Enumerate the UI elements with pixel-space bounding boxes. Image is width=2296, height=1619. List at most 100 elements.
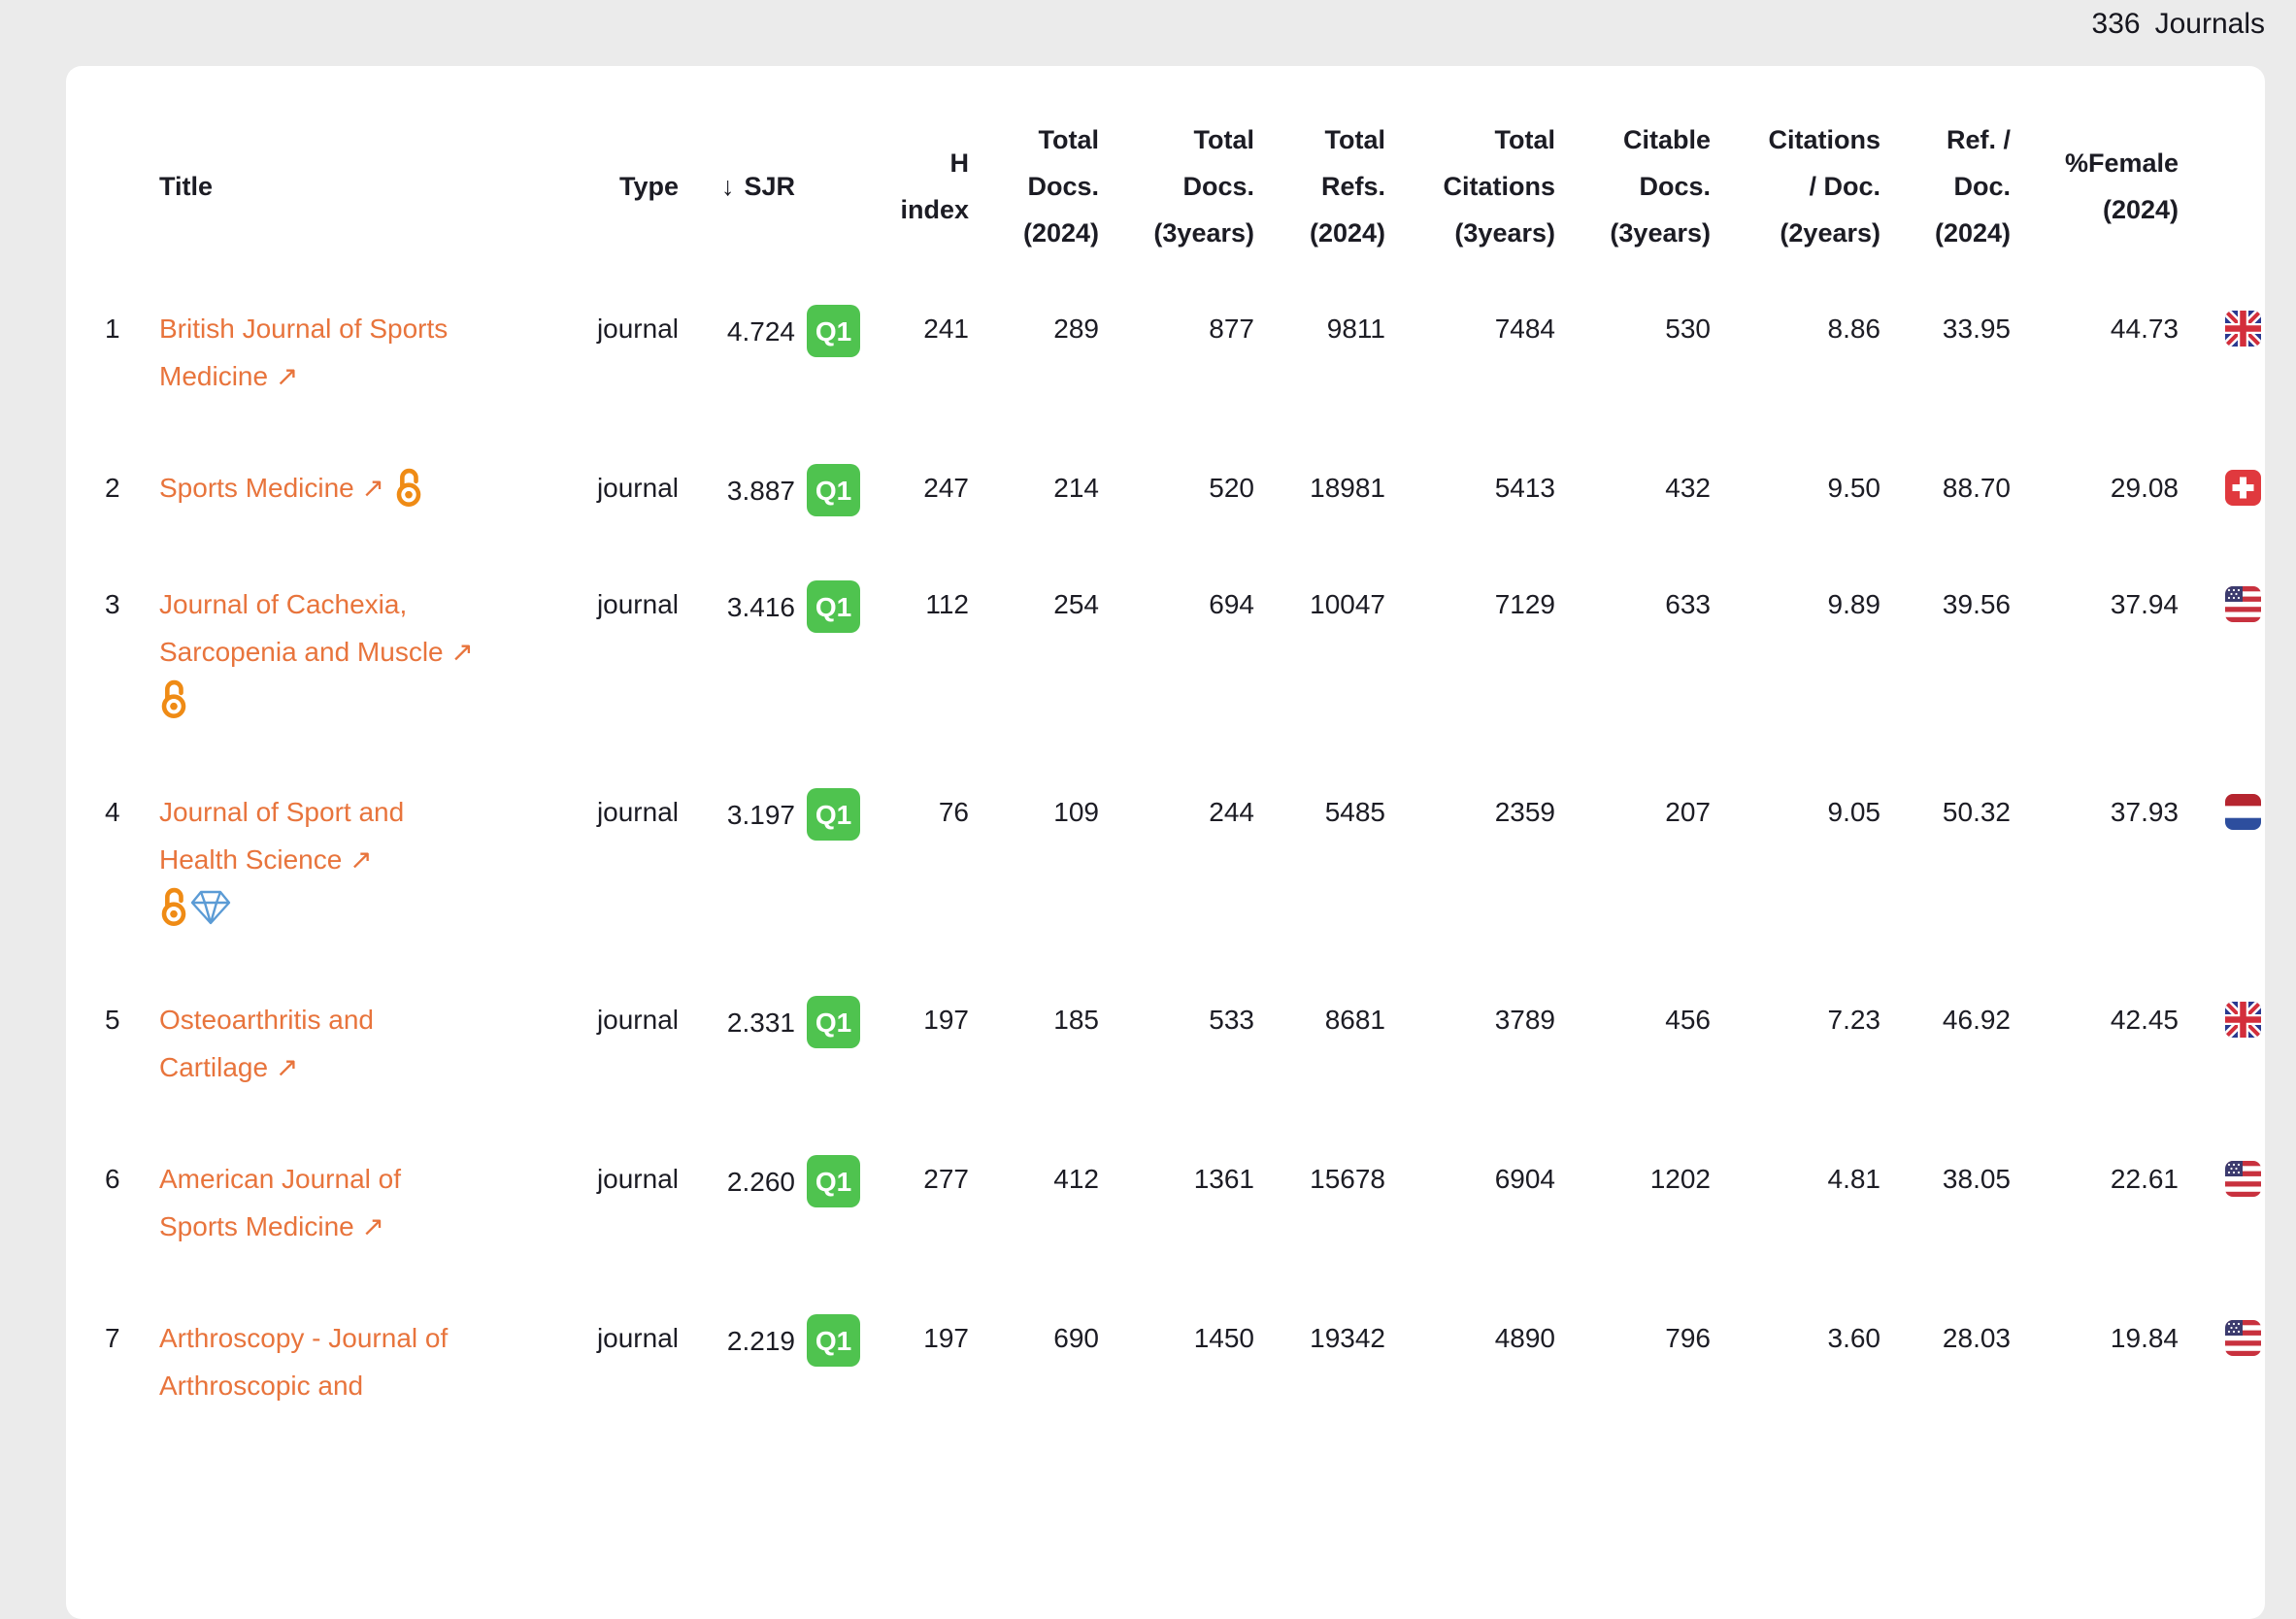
total-citations-3years-value: 7129 (1494, 589, 1555, 619)
sort-descending-icon: ↓ (720, 172, 735, 201)
quartile-badge: Q1 (807, 1155, 860, 1207)
flag-switzerland-icon (2225, 470, 2261, 506)
citable-docs-3years-value: 796 (1665, 1323, 1711, 1353)
journal-type: journal (596, 589, 679, 619)
journal-title-link[interactable]: British Journal of Sports Medicine ↗ (159, 314, 449, 391)
refs-per-doc-2024-value: 28.03 (1942, 1323, 2011, 1353)
header-citable-docs-3years[interactable]: Citable Docs. (3years) (1610, 125, 1711, 248)
sjr-value: 4.724 (726, 315, 795, 347)
header-total-refs-2024[interactable]: Total Refs. (2024) (1309, 125, 1385, 248)
journal-title-link[interactable]: Journal of Sport and Health Science ↗ (159, 797, 405, 875)
flag-netherlands-icon (2225, 794, 2261, 830)
header-total-docs-2024[interactable]: Total Docs. (2024) (1022, 125, 1099, 248)
table-row: 6 American Journal of Sports Medicine ↗ … (105, 1155, 2261, 1250)
total-docs-3years-value: 520 (1209, 473, 1254, 503)
refs-per-doc-2024-value: 38.05 (1942, 1164, 2011, 1194)
table-row: 5 Osteoarthritis and Cartilage ↗ journal… (105, 996, 2261, 1091)
quartile-badge: Q1 (807, 1314, 860, 1367)
flag-united-states-icon (2225, 1320, 2261, 1356)
refs-per-doc-2024-value: 33.95 (1942, 314, 2011, 344)
journal-type: journal (596, 314, 679, 344)
rank: 4 (105, 797, 120, 827)
total-docs-2024-value: 690 (1053, 1323, 1099, 1353)
journal-title-link[interactable]: Journal of Cachexia, Sarcopenia and Musc… (159, 589, 474, 667)
table-row: 2 Sports Medicine ↗ journal 3.887 Q1 247… (105, 464, 2261, 516)
rank: 5 (105, 1005, 120, 1035)
header-sjr[interactable]: ↓ SJR (679, 163, 860, 210)
pct-female-2024-value: 37.94 (2110, 589, 2179, 619)
table-row: 3 Journal of Cachexia, Sarcopenia and Mu… (105, 580, 2261, 724)
citable-docs-3years-value: 207 (1665, 797, 1711, 827)
refs-per-doc-2024-value: 50.32 (1942, 797, 2011, 827)
table-row: 7 Arthroscopy - Journal of Arthroscopic … (105, 1314, 2261, 1409)
header-refs-per-doc-2024[interactable]: Ref. / Doc. (2024) (1934, 125, 2011, 248)
pct-female-2024-value: 42.45 (2110, 1005, 2179, 1035)
journal-type: journal (596, 1323, 679, 1353)
refs-per-doc-2024-value: 39.56 (1942, 589, 2011, 619)
journal-type: journal (596, 1005, 679, 1035)
h-index-value: 197 (923, 1005, 969, 1035)
results-summary: 336 Journals (0, 0, 2296, 66)
total-docs-2024-value: 289 (1053, 314, 1099, 344)
journal-type: journal (596, 1164, 679, 1194)
header-title[interactable]: Title (159, 172, 214, 201)
header-pct-female-2024[interactable]: %Female (2024) (2064, 149, 2179, 224)
total-docs-2024-value: 185 (1053, 1005, 1099, 1035)
h-index-value: 76 (938, 797, 969, 827)
total-docs-3years-value: 1361 (1193, 1164, 1254, 1194)
rank: 2 (105, 473, 120, 503)
total-citations-3years-value: 3789 (1494, 1005, 1555, 1035)
quartile-badge: Q1 (807, 305, 860, 357)
journal-title-link[interactable]: American Journal of Sports Medicine ↗ (159, 1164, 402, 1241)
citable-docs-3years-value: 530 (1665, 314, 1711, 344)
country-flag-cell (2179, 788, 2261, 836)
country-flag-cell (2179, 1155, 2261, 1203)
total-docs-2024-value: 254 (1053, 589, 1099, 619)
citable-docs-3years-value: 1202 (1649, 1164, 1711, 1194)
country-flag-cell (2179, 305, 2261, 352)
citations-per-doc-2years-value: 8.86 (1827, 314, 1881, 344)
pct-female-2024-value: 29.08 (2110, 473, 2179, 503)
open-access-icon (161, 887, 186, 926)
total-docs-3years-value: 877 (1209, 314, 1254, 344)
journal-ranking-card: Title Type ↓ SJR H index Total Docs. (20… (66, 66, 2265, 1619)
journal-count: 336 (2091, 8, 2141, 40)
table-header-row: Title Type ↓ SJR H index Total Docs. (20… (105, 103, 2261, 270)
header-total-citations-3years[interactable]: Total Citations (3years) (1443, 125, 1555, 248)
flag-united-kingdom-icon (2225, 1002, 2261, 1038)
citations-per-doc-2years-value: 4.81 (1827, 1164, 1881, 1194)
flag-united-kingdom-icon (2225, 311, 2261, 347)
citations-per-doc-2years-value: 9.89 (1827, 589, 1881, 619)
header-h-index[interactable]: H index (900, 149, 969, 224)
journal-title-link[interactable]: Sports Medicine ↗ (159, 468, 423, 507)
total-docs-2024-value: 412 (1053, 1164, 1099, 1194)
quartile-badge: Q1 (807, 580, 860, 633)
rank: 6 (105, 1164, 120, 1194)
flag-united-states-icon (2225, 586, 2261, 622)
quartile-badge: Q1 (807, 788, 860, 841)
journal-title-link[interactable]: Osteoarthritis and Cartilage ↗ (159, 1005, 374, 1082)
total-docs-3years-value: 244 (1209, 797, 1254, 827)
open-access-icon (161, 679, 186, 718)
journal-type: journal (596, 473, 679, 503)
total-citations-3years-value: 2359 (1494, 797, 1555, 827)
total-docs-3years-value: 533 (1209, 1005, 1254, 1035)
header-type[interactable]: Type (618, 172, 679, 201)
citations-per-doc-2years-value: 3.60 (1827, 1323, 1881, 1353)
journal-title-link[interactable]: Arthroscopy - Journal of Arthroscopic an… (159, 1323, 449, 1401)
total-citations-3years-value: 5413 (1494, 473, 1555, 503)
table-row: 1 British Journal of Sports Medicine ↗ j… (105, 305, 2261, 400)
total-refs-2024-value: 5485 (1324, 797, 1385, 827)
pct-female-2024-value: 44.73 (2110, 314, 2179, 344)
header-sjr-label: SJR (744, 172, 795, 201)
total-refs-2024-value: 8681 (1324, 1005, 1385, 1035)
country-flag-cell (2179, 996, 2261, 1043)
header-total-docs-3years[interactable]: Total Docs. (3years) (1153, 125, 1254, 248)
pct-female-2024-value: 37.93 (2110, 797, 2179, 827)
country-flag-cell (2179, 1314, 2261, 1362)
quartile-badge: Q1 (807, 996, 860, 1048)
table-row: 4 Journal of Sport and Health Science ↗ (105, 788, 2261, 932)
header-citations-per-doc-2years[interactable]: Citations / Doc. (2years) (1768, 125, 1880, 248)
total-docs-2024-value: 109 (1053, 797, 1099, 827)
sjr-value: 2.260 (726, 1166, 795, 1197)
